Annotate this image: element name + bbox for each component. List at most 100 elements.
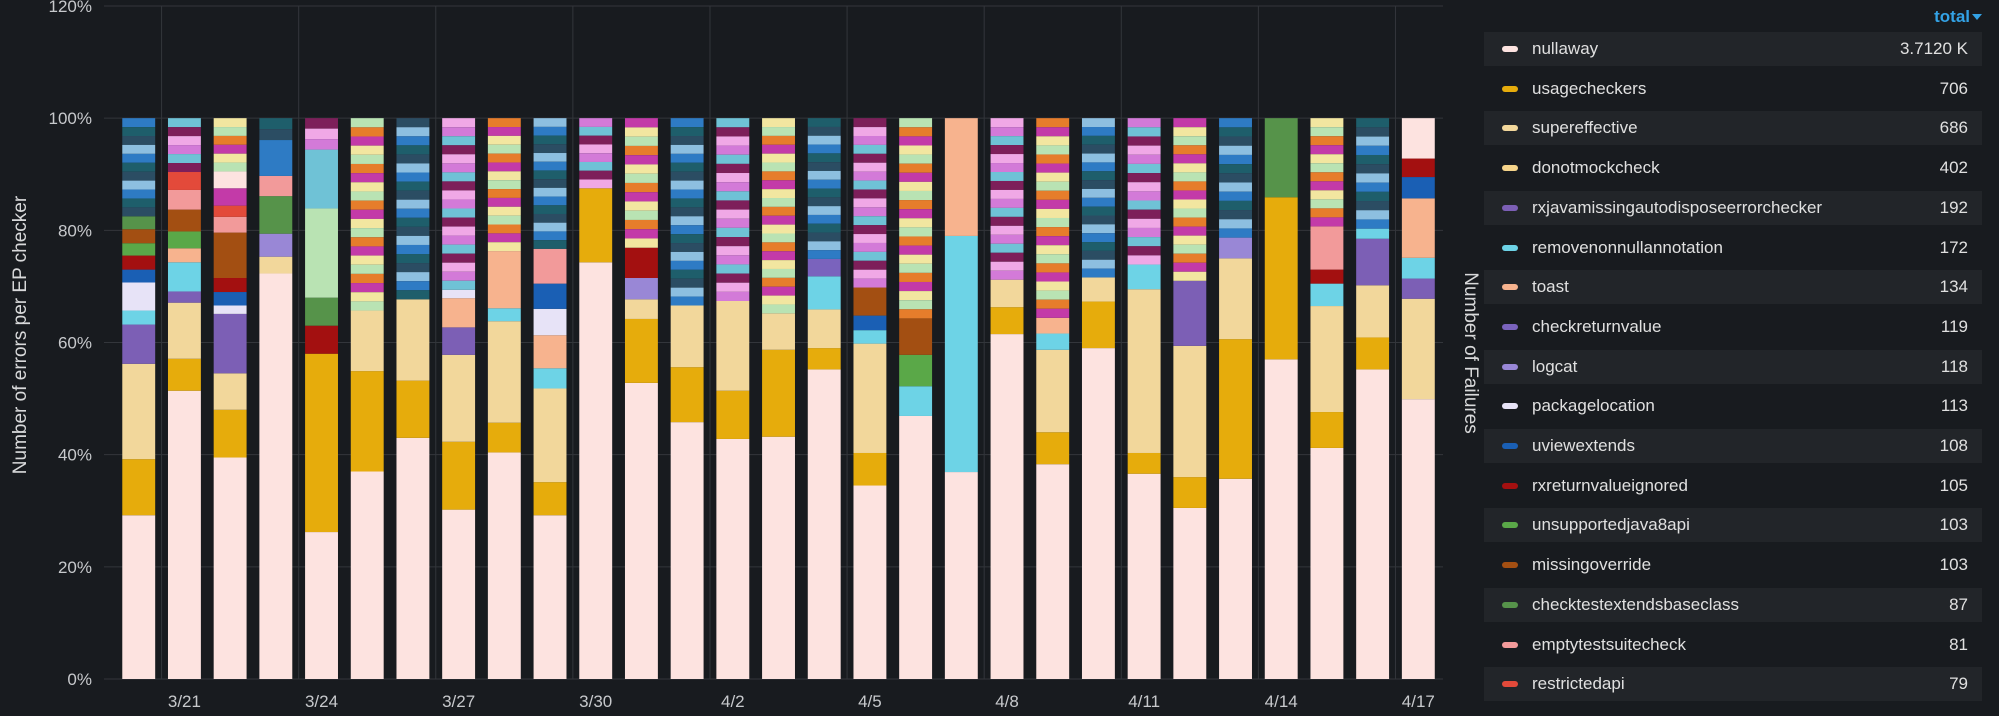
- bar-segment-minor[interactable]: [670, 144, 704, 154]
- bar-segment-minor[interactable]: [1081, 197, 1115, 207]
- bar-segment-minor[interactable]: [1036, 181, 1070, 191]
- bar-segment-minor[interactable]: [762, 242, 795, 252]
- bar-segment[interactable]: [167, 291, 201, 303]
- bar-segment[interactable]: [670, 367, 704, 423]
- bar-segment[interactable]: [1173, 280, 1207, 346]
- bar-segment-minor[interactable]: [396, 208, 430, 218]
- bar-segment-minor[interactable]: [396, 254, 430, 264]
- bar-segment[interactable]: [213, 409, 247, 458]
- bar-segment[interactable]: [1127, 264, 1161, 290]
- bar-segment[interactable]: [624, 318, 658, 383]
- bar-segment-minor[interactable]: [1356, 219, 1390, 229]
- bar-segment-minor[interactable]: [350, 145, 384, 155]
- bar-segment-minor[interactable]: [350, 163, 384, 174]
- bar-segment-minor[interactable]: [899, 218, 933, 228]
- bar-segment-minor[interactable]: [899, 245, 933, 255]
- bar-segment-minor[interactable]: [853, 242, 887, 252]
- bar-segment-minor[interactable]: [1310, 217, 1344, 227]
- bar-segment-minor[interactable]: [487, 135, 521, 145]
- bar-segment-minor[interactable]: [899, 200, 933, 210]
- bar-segment-minor[interactable]: [442, 136, 476, 146]
- bar-segment[interactable]: [1356, 285, 1390, 338]
- bar-segment-minor[interactable]: [1219, 173, 1252, 183]
- bar-segment-minor[interactable]: [1356, 154, 1390, 165]
- bar-segment-minor[interactable]: [716, 136, 750, 146]
- bar-segment-minor[interactable]: [990, 172, 1024, 181]
- bar-segment-minor[interactable]: [350, 182, 384, 192]
- bar-segment-minor[interactable]: [1310, 118, 1344, 128]
- bar-segment-minor[interactable]: [899, 272, 933, 282]
- bar-segment[interactable]: [442, 327, 476, 355]
- bar-segment-minor[interactable]: [899, 300, 933, 310]
- bar-segment[interactable]: [899, 354, 933, 387]
- bar-segment-minor[interactable]: [899, 127, 933, 137]
- bar-segment-minor[interactable]: [350, 218, 384, 229]
- bar-segment-minor[interactable]: [807, 197, 841, 207]
- bar-segment-minor[interactable]: [396, 281, 430, 291]
- bar-segment[interactable]: [122, 255, 156, 270]
- bar-segment[interactable]: [533, 368, 567, 389]
- bar-segment[interactable]: [533, 335, 567, 369]
- bar-segment-minor[interactable]: [853, 260, 887, 270]
- bar-stack[interactable]: [442, 118, 476, 679]
- bar-segment-minor[interactable]: [1081, 188, 1115, 198]
- bar-segment-minor[interactable]: [624, 192, 658, 202]
- bar-segment-minor[interactable]: [1036, 199, 1070, 209]
- bar-segment-minor[interactable]: [1173, 262, 1207, 272]
- bar-segment-minor[interactable]: [533, 196, 567, 206]
- bar-segment-minor[interactable]: [487, 180, 521, 190]
- bar-segment-minor[interactable]: [442, 217, 476, 227]
- bar-segment-minor[interactable]: [579, 161, 613, 171]
- bar-segment-minor[interactable]: [990, 145, 1024, 155]
- bar-segment[interactable]: [533, 248, 567, 284]
- bar-segment[interactable]: [396, 299, 430, 381]
- legend-item[interactable]: emptytestsuitecheck 81: [1484, 628, 1982, 662]
- bar-segment-minor[interactable]: [1036, 299, 1070, 309]
- bar-segment[interactable]: [1310, 306, 1344, 413]
- bar-segment[interactable]: [350, 371, 384, 472]
- bar-segment-minor[interactable]: [899, 209, 933, 219]
- bar-segment-minor[interactable]: [990, 154, 1024, 164]
- bar-segment-minor[interactable]: [1173, 163, 1207, 173]
- bar-segment-minor[interactable]: [899, 254, 933, 264]
- bar-segment-minor[interactable]: [807, 250, 841, 259]
- bar-segment-minor[interactable]: [1036, 254, 1070, 264]
- bar-segment-minor[interactable]: [487, 153, 521, 163]
- bar-segment-minor[interactable]: [624, 136, 658, 146]
- bar-segment-minor[interactable]: [762, 118, 795, 128]
- bar-segment-minor[interactable]: [1127, 145, 1161, 155]
- bar-segment-minor[interactable]: [762, 233, 795, 243]
- bar-segment-minor[interactable]: [442, 262, 476, 272]
- bar-segment-minor[interactable]: [670, 207, 704, 217]
- bar-segment[interactable]: [1173, 477, 1207, 508]
- bar-segment-minor[interactable]: [716, 237, 750, 247]
- bar-segment-minor[interactable]: [624, 145, 658, 156]
- legend-item[interactable]: checktestextendsbaseclass 87: [1484, 587, 1982, 622]
- bar-segment-minor[interactable]: [716, 273, 750, 283]
- legend-sort-header[interactable]: total: [1934, 4, 1982, 30]
- bar-segment-minor[interactable]: [670, 118, 704, 128]
- bar-segment[interactable]: [1127, 473, 1161, 679]
- bar-segment-minor[interactable]: [122, 198, 156, 208]
- bar-stack[interactable]: [1036, 118, 1070, 679]
- bar-segment[interactable]: [807, 348, 841, 370]
- bar-segment-minor[interactable]: [1081, 162, 1115, 172]
- bar-segment-minor[interactable]: [1173, 271, 1207, 281]
- bar-segment-minor[interactable]: [1081, 233, 1115, 243]
- legend-item[interactable]: unsupportedjava8api 103: [1484, 508, 1982, 543]
- bar-segment[interactable]: [1264, 197, 1298, 360]
- bar-segment-minor[interactable]: [716, 218, 750, 228]
- bar-stack[interactable]: [1356, 118, 1390, 679]
- bar-segment-minor[interactable]: [1036, 272, 1070, 282]
- bar-segment-minor[interactable]: [442, 271, 476, 281]
- bar-segment-minor[interactable]: [1219, 136, 1252, 146]
- bar-segment-minor[interactable]: [1081, 118, 1115, 128]
- bar-segment[interactable]: [305, 149, 338, 209]
- bar-segment-minor[interactable]: [1036, 290, 1070, 300]
- legend-item[interactable]: rxreturnvalueignored 105: [1484, 469, 1982, 503]
- bar-segment-minor[interactable]: [990, 180, 1024, 190]
- bar-segment[interactable]: [122, 515, 156, 679]
- bar-segment-minor[interactable]: [487, 206, 521, 216]
- bar-stack[interactable]: [167, 118, 201, 679]
- bar-segment-minor[interactable]: [533, 213, 567, 223]
